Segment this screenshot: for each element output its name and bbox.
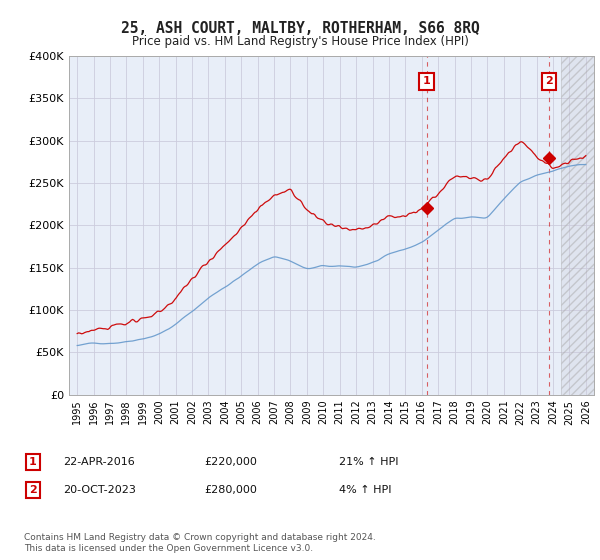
- Text: 25, ASH COURT, MALTBY, ROTHERHAM, S66 8RQ: 25, ASH COURT, MALTBY, ROTHERHAM, S66 8R…: [121, 21, 479, 36]
- Text: £280,000: £280,000: [204, 485, 257, 495]
- Text: 21% ↑ HPI: 21% ↑ HPI: [339, 457, 398, 467]
- Text: 1: 1: [29, 457, 37, 467]
- Text: £220,000: £220,000: [204, 457, 257, 467]
- Bar: [561, 56, 594, 395]
- Text: 2: 2: [29, 485, 37, 495]
- Text: Price paid vs. HM Land Registry's House Price Index (HPI): Price paid vs. HM Land Registry's House …: [131, 35, 469, 48]
- Bar: [561, 56, 594, 395]
- Text: 22-APR-2016: 22-APR-2016: [63, 457, 135, 467]
- Text: Contains HM Land Registry data © Crown copyright and database right 2024.
This d: Contains HM Land Registry data © Crown c…: [24, 533, 376, 553]
- Text: 2: 2: [545, 76, 553, 86]
- Text: 1: 1: [423, 76, 431, 86]
- Bar: [561, 56, 594, 395]
- Text: 20-OCT-2023: 20-OCT-2023: [63, 485, 136, 495]
- Text: 4% ↑ HPI: 4% ↑ HPI: [339, 485, 391, 495]
